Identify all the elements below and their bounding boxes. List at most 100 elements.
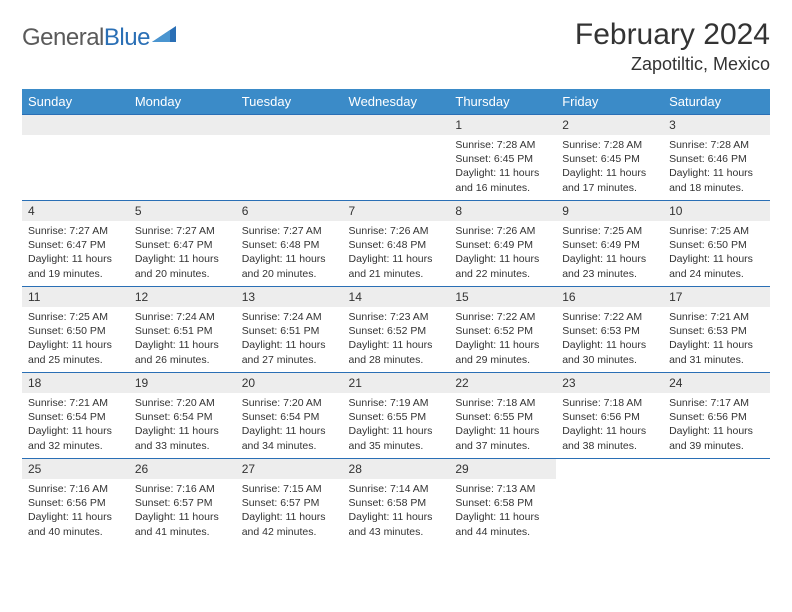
day-number: 12 <box>129 287 236 307</box>
location-label: Zapotiltic, Mexico <box>575 54 770 75</box>
sunrise-text: Sunrise: 7:18 AM <box>455 396 550 410</box>
calendar-day-cell: 26Sunrise: 7:16 AMSunset: 6:57 PMDayligh… <box>129 459 236 545</box>
daylight-text: Daylight: 11 hours and 16 minutes. <box>455 166 550 194</box>
day-number: 27 <box>236 459 343 479</box>
calendar-day-cell: 22Sunrise: 7:18 AMSunset: 6:55 PMDayligh… <box>449 373 556 459</box>
sunrise-text: Sunrise: 7:20 AM <box>242 396 337 410</box>
day-details: Sunrise: 7:28 AMSunset: 6:45 PMDaylight:… <box>449 135 556 199</box>
title-block: February 2024 Zapotiltic, Mexico <box>575 18 770 75</box>
day-details: Sunrise: 7:21 AMSunset: 6:53 PMDaylight:… <box>663 307 770 371</box>
weekday-header: Wednesday <box>343 89 450 115</box>
daylight-text: Daylight: 11 hours and 44 minutes. <box>455 510 550 538</box>
sunrise-text: Sunrise: 7:28 AM <box>455 138 550 152</box>
daylight-text: Daylight: 11 hours and 29 minutes. <box>455 338 550 366</box>
daylight-text: Daylight: 11 hours and 23 minutes. <box>562 252 657 280</box>
day-details: Sunrise: 7:21 AMSunset: 6:54 PMDaylight:… <box>22 393 129 457</box>
daylight-text: Daylight: 11 hours and 19 minutes. <box>28 252 123 280</box>
sunset-text: Sunset: 6:57 PM <box>135 496 230 510</box>
sunset-text: Sunset: 6:52 PM <box>349 324 444 338</box>
day-number: 25 <box>22 459 129 479</box>
sunrise-text: Sunrise: 7:21 AM <box>28 396 123 410</box>
calendar-day-cell: 15 Sunrise: 7:22 AMSunset: 6:52 PMDayligh… <box>449 287 556 373</box>
sunset-text: Sunset: 6:58 PM <box>349 496 444 510</box>
day-number-empty <box>129 115 236 135</box>
day-number: 3 <box>663 115 770 135</box>
sunset-text: Sunset: 6:53 PM <box>669 324 764 338</box>
day-number: 2 <box>556 115 663 135</box>
logo-triangle-icon <box>152 24 178 49</box>
calendar-day-cell: 1Sunrise: 7:28 AMSunset: 6:45 PMDaylight… <box>449 115 556 201</box>
daylight-text: Daylight: 11 hours and 28 minutes. <box>349 338 444 366</box>
sunset-text: Sunset: 6:47 PM <box>135 238 230 252</box>
weekday-header: Saturday <box>663 89 770 115</box>
sunset-text: Sunset: 6:52 PM <box>455 324 550 338</box>
day-number: 21 <box>343 373 450 393</box>
calendar-day-cell: 19Sunrise: 7:20 AMSunset: 6:54 PMDayligh… <box>129 373 236 459</box>
day-details: Sunrise: 7:18 AMSunset: 6:56 PMDaylight:… <box>556 393 663 457</box>
day-details: Sunrise: 7:20 AMSunset: 6:54 PMDaylight:… <box>236 393 343 457</box>
calendar-day-cell: 9Sunrise: 7:25 AMSunset: 6:49 PMDaylight… <box>556 201 663 287</box>
calendar-day-cell: 3Sunrise: 7:28 AMSunset: 6:46 PMDaylight… <box>663 115 770 201</box>
day-details: Sunrise: 7:28 AMSunset: 6:45 PMDaylight:… <box>556 135 663 199</box>
day-details: Sunrise: 7:27 AMSunset: 6:48 PMDaylight:… <box>236 221 343 285</box>
daylight-text: Daylight: 11 hours and 39 minutes. <box>669 424 764 452</box>
calendar-body: 1Sunrise: 7:28 AMSunset: 6:45 PMDaylight… <box>22 115 770 545</box>
sunrise-text: Sunrise: 7:24 AM <box>135 310 230 324</box>
sunrise-text: Sunrise: 7:24 AM <box>242 310 337 324</box>
daylight-text: Daylight: 11 hours and 42 minutes. <box>242 510 337 538</box>
sunrise-text: Sunrise: 7:19 AM <box>349 396 444 410</box>
day-details: Sunrise: 7:24 AMSunset: 6:51 PMDaylight:… <box>236 307 343 371</box>
sunrise-text: Sunrise: 7:22 AM <box>455 310 550 324</box>
sunset-text: Sunset: 6:47 PM <box>28 238 123 252</box>
sunrise-text: Sunrise: 7:25 AM <box>28 310 123 324</box>
calendar-day-cell: 4Sunrise: 7:27 AMSunset: 6:47 PMDaylight… <box>22 201 129 287</box>
day-number: 16 <box>556 287 663 307</box>
daylight-text: Daylight: 11 hours and 17 minutes. <box>562 166 657 194</box>
day-number: 11 <box>22 287 129 307</box>
logo-text-part2: Blue <box>104 24 150 51</box>
weekday-header: Sunday <box>22 89 129 115</box>
calendar-day-cell: 11Sunrise: 7:25 AMSunset: 6:50 PMDayligh… <box>22 287 129 373</box>
day-number: 28 <box>343 459 450 479</box>
day-number: 18 <box>22 373 129 393</box>
day-number: 4 <box>22 201 129 221</box>
day-details: Sunrise: 7:24 AMSunset: 6:51 PMDaylight:… <box>129 307 236 371</box>
daylight-text: Daylight: 11 hours and 27 minutes. <box>242 338 337 366</box>
calendar-day-cell: 10Sunrise: 7:25 AMSunset: 6:50 PMDayligh… <box>663 201 770 287</box>
daylight-text: Daylight: 11 hours and 40 minutes. <box>28 510 123 538</box>
sunrise-text: Sunrise: 7:16 AM <box>28 482 123 496</box>
daylight-text: Daylight: 11 hours and 41 minutes. <box>135 510 230 538</box>
day-number: 15 <box>449 287 556 307</box>
calendar-week-row: 25Sunrise: 7:16 AMSunset: 6:56 PMDayligh… <box>22 459 770 545</box>
day-number: 22 <box>449 373 556 393</box>
sunrise-text: Sunrise: 7:16 AM <box>135 482 230 496</box>
calendar-day-cell: 2Sunrise: 7:28 AMSunset: 6:45 PMDaylight… <box>556 115 663 201</box>
sunrise-text: Sunrise: 7:28 AM <box>669 138 764 152</box>
daylight-text: Daylight: 11 hours and 18 minutes. <box>669 166 764 194</box>
daylight-text: Daylight: 11 hours and 21 minutes. <box>349 252 444 280</box>
daylight-text: Daylight: 11 hours and 37 minutes. <box>455 424 550 452</box>
calendar-day-cell: 23Sunrise: 7:18 AMSunset: 6:56 PMDayligh… <box>556 373 663 459</box>
sunset-text: Sunset: 6:56 PM <box>669 410 764 424</box>
day-number: 5 <box>129 201 236 221</box>
weekday-header: Tuesday <box>236 89 343 115</box>
daylight-text: Daylight: 11 hours and 20 minutes. <box>135 252 230 280</box>
calendar-day-cell: 14Sunrise: 7:23 AMSunset: 6:52 PMDayligh… <box>343 287 450 373</box>
day-details: Sunrise: 7:16 AMSunset: 6:57 PMDaylight:… <box>129 479 236 543</box>
sunrise-text: Sunrise: 7:27 AM <box>28 224 123 238</box>
sunrise-text: Sunrise: 7:21 AM <box>669 310 764 324</box>
month-title: February 2024 <box>575 18 770 52</box>
sunset-text: Sunset: 6:51 PM <box>242 324 337 338</box>
day-number: 10 <box>663 201 770 221</box>
calendar-week-row: 18Sunrise: 7:21 AMSunset: 6:54 PMDayligh… <box>22 373 770 459</box>
calendar-day-cell: 5Sunrise: 7:27 AMSunset: 6:47 PMDaylight… <box>129 201 236 287</box>
page-header: GeneralBlue February 2024 Zapotiltic, Me… <box>22 18 770 75</box>
weekday-header: Monday <box>129 89 236 115</box>
day-details: Sunrise: 7:25 AMSunset: 6:49 PMDaylight:… <box>556 221 663 285</box>
calendar-day-cell: 16Sunrise: 7:22 AMSunset: 6:53 PMDayligh… <box>556 287 663 373</box>
day-details: Sunrise: 7:27 AMSunset: 6:47 PMDaylight:… <box>22 221 129 285</box>
daylight-text: Daylight: 11 hours and 34 minutes. <box>242 424 337 452</box>
sunset-text: Sunset: 6:53 PM <box>562 324 657 338</box>
sunset-text: Sunset: 6:51 PM <box>135 324 230 338</box>
sunrise-text: Sunrise: 7:15 AM <box>242 482 337 496</box>
